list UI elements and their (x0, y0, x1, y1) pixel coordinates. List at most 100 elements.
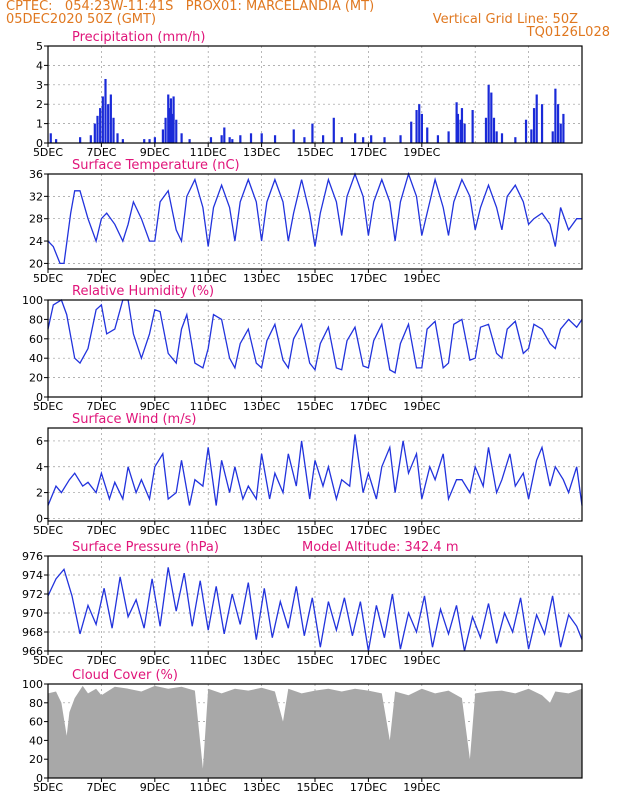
y-tick-label: 1 (36, 118, 43, 131)
precip-bar (121, 139, 124, 143)
precip-bar (231, 139, 234, 143)
precip-bar (562, 113, 565, 143)
y-tick-label: 5 (36, 40, 43, 53)
precip-bar (362, 137, 365, 143)
precip-bar (463, 123, 466, 143)
x-tick-label: 11DEC (190, 146, 227, 159)
panel-title: Cloud Cover (%) (72, 668, 178, 683)
precip-bar (96, 115, 99, 143)
precip-bar (551, 131, 554, 143)
y-tick-label: 972 (22, 588, 43, 601)
precip-bar (456, 113, 460, 143)
x-tick-label: 5DEC (33, 524, 63, 537)
precip-bar (383, 137, 386, 143)
precip-bar (101, 96, 104, 143)
x-tick-label: 7DEC (86, 272, 116, 285)
precip-bar (303, 137, 306, 143)
x-tick-label: 5DEC (33, 654, 63, 667)
x-tick-label: 9DEC (140, 272, 170, 285)
precip-bar (79, 137, 82, 143)
x-tick-label: 17DEC (350, 781, 387, 794)
x-tick-label: 5DEC (33, 272, 63, 285)
precip-bar (484, 117, 488, 143)
cloud-area (48, 685, 582, 778)
panel-title: Precipitation (mm/h) (72, 30, 205, 45)
y-tick-label: 974 (22, 569, 43, 582)
x-tick-label: 15DEC (296, 272, 333, 285)
y-tick-label: 20 (29, 753, 43, 766)
x-tick-label: 13DEC (243, 524, 280, 537)
x-tick-label: 9DEC (140, 400, 170, 413)
precip-bar (332, 117, 335, 143)
precip-bar (426, 127, 429, 143)
y-tick-label: 100 (22, 678, 43, 691)
precip-bar (460, 108, 464, 143)
y-tick-label: 60 (29, 333, 43, 346)
precip-bar (410, 121, 413, 143)
y-tick-label: 2 (36, 487, 43, 500)
precip-bar (459, 119, 462, 143)
x-tick-label: 11DEC (190, 400, 227, 413)
x-tick-label: 13DEC (243, 272, 280, 285)
x-tick-label: 13DEC (243, 146, 280, 159)
precip-bar (354, 133, 357, 143)
x-tick-label: 19DEC (403, 272, 440, 285)
precip-bar (559, 123, 562, 143)
y-tick-label: 24 (29, 235, 43, 248)
precip-bar (49, 133, 52, 143)
x-tick-label: 11DEC (190, 781, 227, 794)
precip-bar (161, 129, 165, 143)
x-tick-label: 7DEC (86, 400, 116, 413)
x-tick-label: 7DEC (86, 781, 116, 794)
precip-bar (524, 119, 528, 143)
y-tick-label: 40 (29, 352, 43, 365)
series-line (47, 299, 583, 374)
header-code: TQ0126L028 (526, 25, 610, 40)
precip-bar (220, 135, 223, 143)
x-tick-label: 15DEC (296, 781, 333, 794)
precip-bar (514, 137, 517, 143)
x-tick-label: 9DEC (140, 654, 170, 667)
y-tick-label: 4 (36, 461, 43, 474)
header-date: 05DEC2020 50Z (GMT) (6, 12, 157, 27)
x-tick-label: 19DEC (403, 400, 440, 413)
precip-bar (169, 98, 173, 143)
panel-title: Surface Pressure (hPa) (72, 540, 219, 555)
precip-bar (104, 78, 107, 143)
precip-bar (370, 135, 373, 143)
precip-bar (175, 119, 178, 143)
precip-bar (148, 139, 151, 143)
precip-bar (447, 131, 450, 143)
precip-bar (554, 88, 557, 143)
x-tick-label: 11DEC (190, 654, 227, 667)
precip-bar (55, 139, 58, 143)
panel-annotation: Model Altitude: 342.4 m (302, 540, 459, 555)
x-tick-label: 15DEC (296, 146, 333, 159)
panel-title: Surface Wind (m/s) (72, 412, 196, 427)
precip-bar (490, 92, 493, 143)
x-tick-label: 9DEC (140, 524, 170, 537)
y-tick-label: 4 (36, 59, 43, 72)
panel-4: 966 968 970 972 974 976 5DEC 7DEC 9DEC 11DEC 13DEC… (22, 540, 583, 667)
header-grid-note: Vertical Grid Line: 50Z (432, 12, 578, 27)
x-tick-label: 9DEC (140, 781, 170, 794)
y-tick-label: 20 (29, 257, 43, 270)
precip-bar (260, 133, 263, 143)
plot-frame (47, 299, 583, 398)
x-tick-label: 15DEC (296, 400, 333, 413)
precip-bar (292, 129, 295, 143)
y-tick-label: 0 (36, 137, 43, 150)
y-tick-label: 3 (36, 79, 43, 92)
y-tick-label: 80 (29, 313, 43, 326)
y-tick-label: 28 (29, 213, 43, 226)
y-tick-label: 970 (22, 607, 43, 620)
series-line (47, 171, 582, 265)
x-tick-label: 5DEC (33, 146, 63, 159)
precip-bar (89, 135, 92, 143)
precip-bar (143, 139, 146, 143)
x-tick-label: 5DEC (33, 781, 63, 794)
x-tick-label: 19DEC (403, 654, 440, 667)
y-tick-label: 60 (29, 716, 43, 729)
y-tick-label: 80 (29, 697, 43, 710)
x-tick-label: 11DEC (190, 524, 227, 537)
